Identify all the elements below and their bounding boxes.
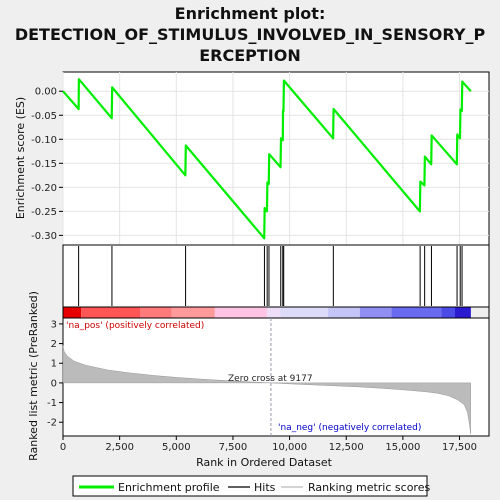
color-bar-segment <box>441 307 456 318</box>
es-ytick-label: -0.25 <box>31 207 57 218</box>
rank-panel: 3 2 1 0 -1 -2 'na_pos' (positively correlated… <box>27 291 490 461</box>
es-panel: 0.00 -0.05 -0.10 -0.15 -0.20 -0.25 -0.30 Enric… <box>14 71 490 246</box>
rank-ytick-label: 2 <box>51 339 57 350</box>
rank-ytick-label: 3 <box>51 319 57 330</box>
rank-ylabel: Ranked list metric (PreRanked) <box>27 291 40 461</box>
color-bar-segment <box>63 307 82 318</box>
legend-box <box>72 475 428 497</box>
rank-ytick-label: 1 <box>51 359 57 370</box>
legend: Enrichment profile Hits Ranking metric s… <box>72 475 430 497</box>
color-bar-segment <box>328 307 360 318</box>
color-bar-segment <box>359 307 392 318</box>
rank-ytick-label: -1 <box>47 398 57 409</box>
hits-panel-frame <box>62 244 490 308</box>
legend-label-hits: Hits <box>254 481 276 494</box>
es-ytick-label: 0.00 <box>35 87 57 98</box>
x-tick-label: 7,500 <box>219 442 248 453</box>
ranking-metric-area <box>62 345 471 435</box>
es-gridlines <box>62 72 489 245</box>
pos-correlated-label: 'na_pos' (positively correlated) <box>66 321 204 331</box>
es-ylabel: Enrichment score (ES) <box>14 97 27 219</box>
x-tick-label: 15,000 <box>385 442 420 453</box>
hit-marks <box>78 246 463 306</box>
color-bar-segment <box>280 307 329 318</box>
es-ytick-label: -0.15 <box>31 159 57 170</box>
x-tick-label: 2,500 <box>105 442 134 453</box>
color-bar-segment <box>391 307 442 318</box>
color-bar-segments <box>63 307 471 318</box>
x-axis-ticks: 0 2,500 5,000 7,500 10,000 12,500 15,000 17,500 <box>60 436 477 453</box>
rank-ytick-label: -2 <box>47 418 57 429</box>
title-line-2: DETECTION_OF_STIMULUS_INVOLVED_IN_SENSOR… <box>15 25 486 44</box>
es-ytick-label: -0.05 <box>31 111 57 122</box>
es-ytick-label: -0.20 <box>31 183 57 194</box>
enrichment-profile-line <box>62 78 472 240</box>
color-bar-segment <box>171 307 215 318</box>
x-tick-label: 0 <box>60 442 66 453</box>
color-bar-segment <box>214 307 267 318</box>
es-ytick-label: -0.30 <box>31 231 57 242</box>
es-y-ticks: 0.00 -0.05 -0.10 -0.15 -0.20 -0.25 -0.30 <box>31 87 63 242</box>
x-tick-label: 5,000 <box>162 442 191 453</box>
color-bar <box>62 306 490 319</box>
x-tick-label: 12,500 <box>329 442 364 453</box>
zero-cross-label: Zero cross at 9177 <box>228 374 313 384</box>
hits-panel <box>62 244 490 308</box>
es-ytick-label: -0.10 <box>31 135 57 146</box>
color-bar-segment <box>81 307 141 318</box>
color-bar-segment <box>266 307 281 318</box>
legend-label-ranking-metric: Ranking metric scores <box>308 481 430 494</box>
color-bar-segment <box>455 307 471 318</box>
rank-ytick-label: 0 <box>51 378 57 389</box>
legend-label-enrichment-profile: Enrichment profile <box>118 481 220 494</box>
x-axis-label: Rank in Ordered Dataset <box>196 456 333 469</box>
x-tick-label: 10,000 <box>272 442 307 453</box>
neg-correlated-label: 'na_neg' (negatively correlated) <box>278 423 421 433</box>
color-bar-segment <box>140 307 172 318</box>
rank-y-ticks: 3 2 1 0 -1 -2 <box>47 319 63 429</box>
x-tick-label: 17,500 <box>442 442 477 453</box>
title-line-3: ERCEPTION <box>199 46 301 65</box>
es-panel-frame <box>62 71 490 246</box>
title-line-1: Enrichment plot: <box>175 4 326 23</box>
